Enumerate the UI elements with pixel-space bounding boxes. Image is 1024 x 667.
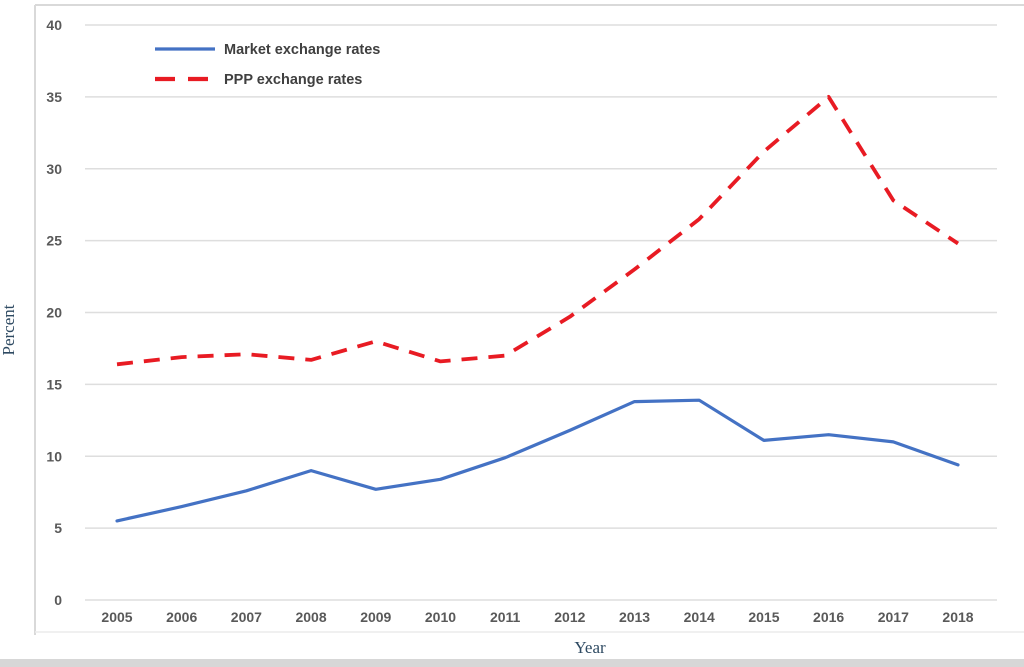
x-tick-label: 2016 bbox=[813, 609, 844, 625]
gridlines bbox=[85, 24, 997, 601]
x-tick-label: 2015 bbox=[748, 609, 779, 625]
x-tick-label: 2005 bbox=[101, 609, 132, 625]
x-tick-label: 2018 bbox=[942, 609, 973, 625]
y-tick-label: 20 bbox=[46, 305, 62, 321]
series-line-market-exchange-rates bbox=[115, 398, 960, 523]
x-tick-label: 2007 bbox=[231, 609, 262, 625]
legend-label-market: Market exchange rates bbox=[224, 42, 380, 58]
y-tick-label: 15 bbox=[46, 376, 62, 392]
legend: Market exchange rates PPP exchange rates bbox=[155, 42, 380, 88]
y-tick-label: 10 bbox=[46, 448, 62, 464]
x-axis-title: Year bbox=[574, 638, 606, 657]
y-tick-label: 30 bbox=[46, 161, 62, 177]
y-axis-title: Percent bbox=[0, 304, 18, 355]
x-tick-label: 2017 bbox=[878, 609, 909, 625]
y-tick-label: 0 bbox=[54, 592, 62, 608]
y-tick-label: 40 bbox=[46, 17, 62, 33]
y-tick-label: 35 bbox=[46, 89, 62, 105]
legend-label-ppp: PPP exchange rates bbox=[224, 72, 362, 88]
page-bottom-strip bbox=[0, 659, 1024, 667]
x-tick-label: 2009 bbox=[360, 609, 391, 625]
y-axis-ticks: 0 5 10 15 20 25 30 35 40 bbox=[46, 17, 62, 608]
data-series bbox=[115, 95, 960, 523]
x-tick-label: 2010 bbox=[425, 609, 456, 625]
x-tick-label: 2011 bbox=[490, 609, 521, 625]
x-axis-ticks: 2005 2006 2007 2008 2009 2010 2011 2012 2013 2014… bbox=[101, 609, 973, 625]
x-tick-label: 2006 bbox=[166, 609, 197, 625]
x-tick-label: 2014 bbox=[684, 609, 715, 625]
y-tick-label: 5 bbox=[54, 520, 62, 536]
x-tick-label: 2012 bbox=[554, 609, 585, 625]
x-tick-label: 2008 bbox=[295, 609, 326, 625]
series-line-ppp-exchange-rates bbox=[116, 95, 960, 367]
y-tick-label: 25 bbox=[46, 233, 62, 249]
x-tick-label: 2013 bbox=[619, 609, 650, 625]
